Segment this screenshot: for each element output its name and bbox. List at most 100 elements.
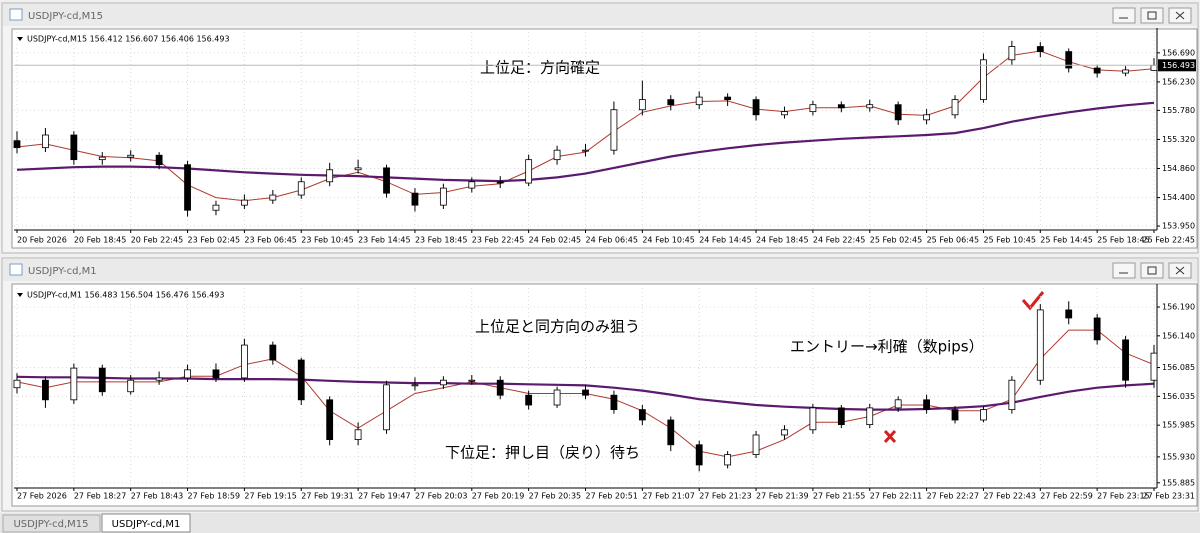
- window-title: USDJPY-cd,M1: [28, 266, 97, 277]
- x-tick-label: 23 Feb 02:45: [188, 236, 240, 245]
- x-tick-label: 27 Feb 20:51: [586, 492, 638, 501]
- minimize-button[interactable]: [1112, 262, 1136, 279]
- x-tick-label: 24 Feb 06:45: [586, 236, 638, 245]
- candle-body: [1065, 51, 1073, 69]
- check-mark: [1021, 291, 1045, 311]
- x-tick-label: 24 Feb 22:45: [813, 236, 865, 245]
- x-tick-label: 20 Feb 18:45: [74, 236, 126, 245]
- candle-body: [411, 192, 419, 206]
- candle-body: [240, 199, 248, 206]
- candle-body: [297, 359, 305, 401]
- candle-body: [184, 369, 191, 379]
- y-tick-label: 156.140: [1162, 331, 1195, 340]
- candle-body: [553, 389, 561, 406]
- minimize-button[interactable]: [1112, 7, 1136, 24]
- title-bar: [3, 4, 1197, 26]
- candle-body: [980, 409, 987, 421]
- restore-button[interactable]: [1140, 7, 1164, 24]
- x-tick-label: 27 Feb 21:55: [813, 492, 865, 501]
- bid-box: [1158, 59, 1196, 72]
- candle-body: [695, 96, 703, 106]
- x-tick-label: 23 Feb 14:45: [358, 236, 410, 245]
- candle-body: [894, 399, 902, 409]
- candle-body: [582, 389, 589, 396]
- candle-body: [866, 407, 874, 425]
- window-buttons: [1112, 262, 1192, 279]
- window-title: USDJPY-cd,M15: [28, 11, 103, 22]
- x-tick-label: 27 Feb 21:23: [699, 492, 751, 501]
- candle-body: [1036, 309, 1044, 381]
- candle-body: [383, 167, 390, 194]
- header-arrow: [17, 293, 23, 297]
- icon: [1175, 11, 1185, 20]
- tab[interactable]: [2, 514, 101, 533]
- y-tick-label: 155.780: [1162, 106, 1195, 115]
- candle-body: [752, 434, 760, 455]
- candle-body: [297, 181, 305, 196]
- x-tick-label: 25 Feb 22:45: [1143, 236, 1195, 245]
- y-tick-label: 155.985: [1162, 421, 1195, 430]
- candle-body: [1122, 69, 1129, 74]
- candle-body: [496, 181, 504, 184]
- x-tick-label: 25 Feb 18:45: [1097, 236, 1149, 245]
- candle-body: [724, 96, 732, 101]
- candle-body: [42, 134, 49, 149]
- x-tick-label: 20 Feb 2026: [17, 236, 67, 245]
- candle-body: [610, 109, 618, 151]
- candle-body: [240, 344, 248, 379]
- title-bar: [3, 259, 1197, 281]
- icon: [1147, 11, 1157, 20]
- chart-header: USDJPY-cd,M15 156.412 156.607 156.406 15…: [27, 35, 230, 44]
- x-tick-label: 25 Feb 06:45: [927, 236, 979, 245]
- candle-body: [525, 159, 533, 184]
- x-tick-label: 24 Feb 02:45: [529, 236, 581, 245]
- candle-body: [809, 407, 817, 431]
- annotation: エントリー→利確（数pips）: [790, 338, 984, 356]
- candle-body: [326, 399, 334, 440]
- candle-body: [923, 114, 930, 121]
- candle-body: [1093, 317, 1101, 341]
- tab-active[interactable]: [101, 513, 191, 533]
- tab-label: USDJPY-cd,M1: [112, 519, 181, 530]
- annotation: 上位足と同方向のみ狙う: [475, 318, 640, 336]
- annotation: 下位足：押し目（戻り）待ち: [445, 444, 640, 462]
- candle-body: [980, 59, 987, 101]
- x-tick-label: 25 Feb 02:45: [870, 236, 922, 245]
- candle-body: [1150, 352, 1158, 381]
- x-tick-label: 27 Feb 20:19: [472, 492, 524, 501]
- candle-body: [525, 394, 533, 406]
- candle-body: [212, 369, 220, 379]
- candle-body: [468, 181, 476, 189]
- x-tick-label: 27 Feb 23:15: [1097, 492, 1149, 501]
- x-tick-label: 27 Feb 20:35: [529, 492, 581, 501]
- chart-area: [11, 283, 1198, 507]
- candle-body: [155, 154, 163, 166]
- candle-body: [866, 104, 874, 109]
- candle-body: [212, 204, 220, 211]
- x-tick-label: 27 Feb 22:59: [1040, 492, 1092, 501]
- candle-body: [184, 164, 191, 211]
- x-tick-label: 27 Feb 22:11: [870, 492, 922, 501]
- candle-body: [127, 379, 135, 393]
- candle-body: [496, 379, 504, 396]
- candle-body: [638, 409, 646, 421]
- candle-body: [781, 429, 788, 436]
- x-tick-label: 27 Feb 20:03: [415, 492, 467, 501]
- bid-label: 156.493: [1162, 61, 1195, 70]
- annotation: 上位足：方向確定: [480, 59, 600, 77]
- icon: [1147, 266, 1157, 275]
- x-tick-label: 24 Feb 18:45: [756, 236, 808, 245]
- candle-body: [752, 99, 760, 116]
- candle-body: [326, 169, 334, 183]
- x-tick-label: 24 Feb 10:45: [642, 236, 694, 245]
- candle-body: [1008, 46, 1016, 61]
- x-tick-label: 27 Feb 21:39: [756, 492, 808, 501]
- candle-body: [951, 409, 959, 421]
- candle-body: [383, 384, 390, 431]
- x-tick-label: 27 Feb 22:43: [983, 492, 1035, 501]
- restore-button[interactable]: [1140, 262, 1164, 279]
- candle-body: [951, 99, 959, 116]
- candle-body: [127, 154, 135, 158]
